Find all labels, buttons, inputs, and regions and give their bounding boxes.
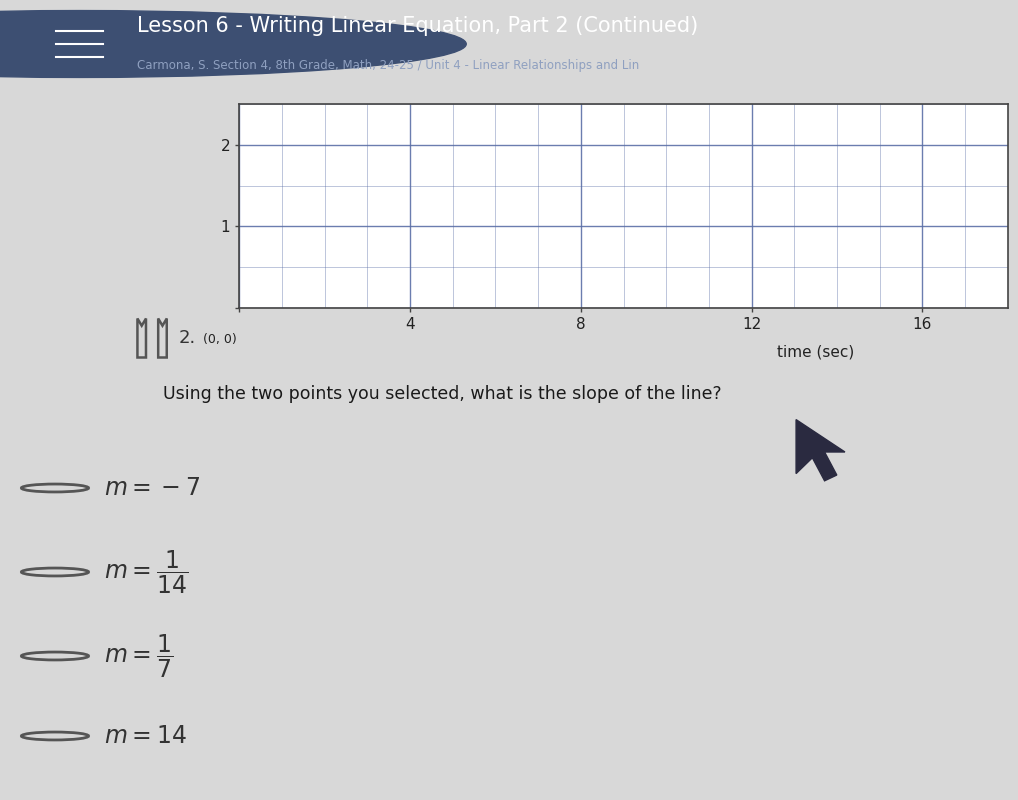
X-axis label: time (sec): time (sec) [777,345,854,360]
Text: ←: ← [12,30,30,50]
Text: $m = \dfrac{1}{7}$: $m = \dfrac{1}{7}$ [104,632,173,680]
Text: $m = 14$: $m = 14$ [104,724,186,748]
Polygon shape [796,419,845,481]
Circle shape [0,10,466,78]
Text: Using the two points you selected, what is the slope of the line?: Using the two points you selected, what … [163,385,722,403]
Text: $m = -7$: $m = -7$ [104,476,200,500]
Text: Carmona, S. Section 4, 8th Grade, Math, 24-25 / Unit 4 - Linear Relationships an: Carmona, S. Section 4, 8th Grade, Math, … [137,59,639,73]
Text: (0, 0): (0, 0) [203,333,236,346]
Text: 2.: 2. [178,329,195,347]
Text: $m = \dfrac{1}{14}$: $m = \dfrac{1}{14}$ [104,548,188,596]
Text: Lesson 6 - Writing Linear Equation, Part 2 (Continued): Lesson 6 - Writing Linear Equation, Part… [137,16,698,36]
